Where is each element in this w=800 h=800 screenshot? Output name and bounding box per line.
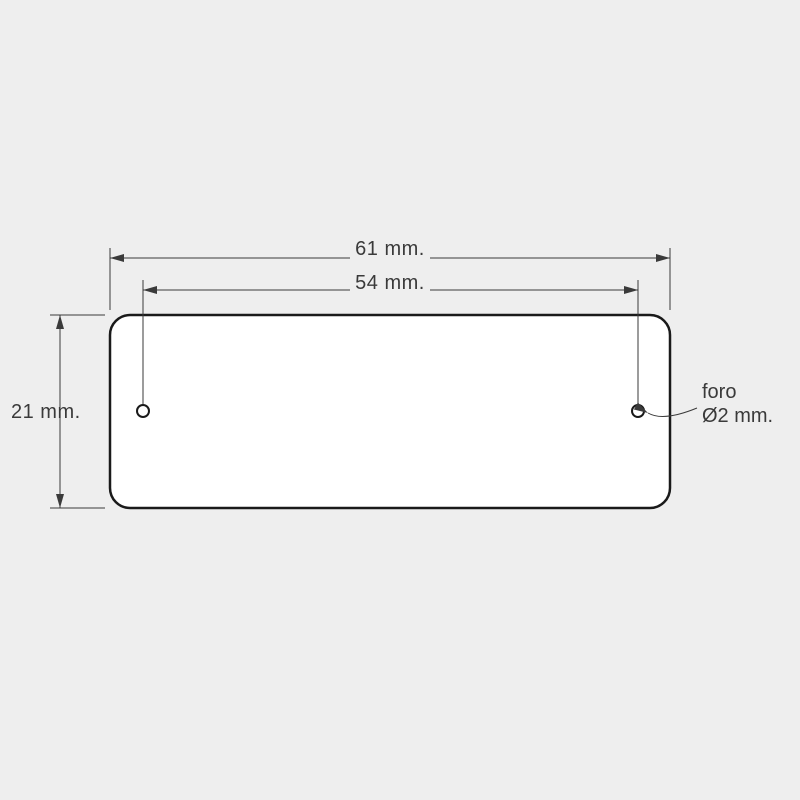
foro-label-1: foro [702,381,736,403]
hole-left [137,405,149,417]
dim-height-label: 21 mm. [11,401,81,423]
plate-body [110,315,670,508]
dim-hole-span-label: 54 mm. [355,272,425,294]
foro-label-2: Ø2 mm. [702,405,773,427]
dim-overall-width-label: 61 mm. [355,238,425,260]
